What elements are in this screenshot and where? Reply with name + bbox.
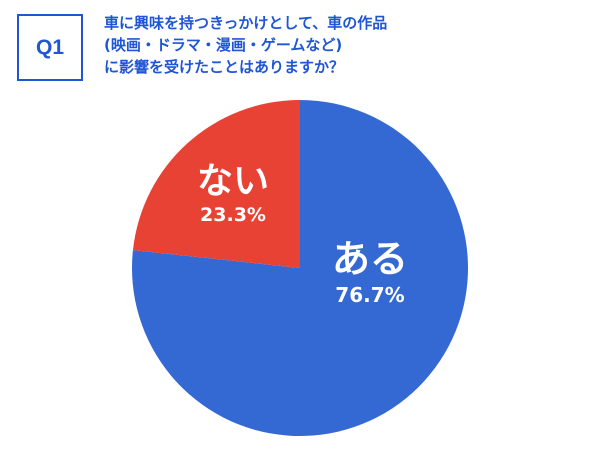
question-badge: Q1 [17, 14, 83, 81]
slice-label-nai: ない [197, 161, 269, 202]
question-line: に影響を受けたことはありますか？ [104, 58, 345, 76]
slice-value-aru: 76.7% [335, 283, 404, 307]
slice-value-nai: 23.3% [200, 204, 266, 226]
question-line: (映画・ドラマ・漫画・ゲームなど) [104, 36, 343, 54]
slice-label-aru: ある [332, 237, 408, 281]
pie-slice-nai [132, 100, 300, 268]
question-title: 車に興味を持つきっかけとして、車の作品 (映画・ドラマ・漫画・ゲームなど) に影… [104, 12, 387, 78]
question-line: 車に興味を持つきっかけとして、車の作品 [104, 14, 388, 32]
